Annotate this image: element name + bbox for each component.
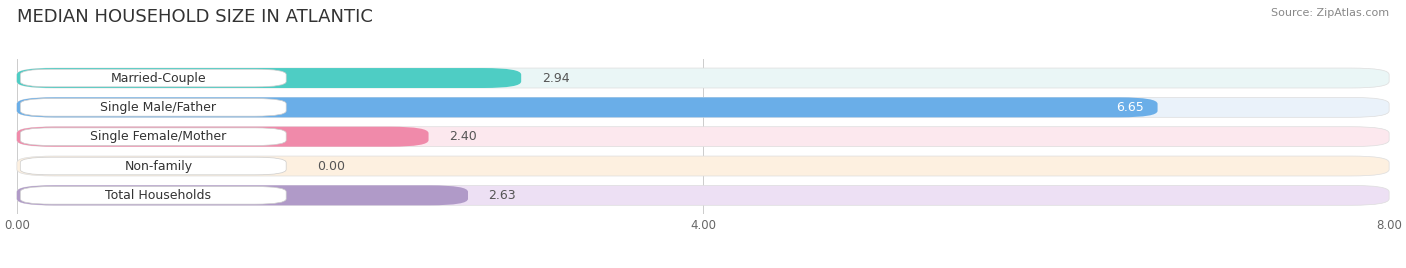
FancyBboxPatch shape [17, 185, 1389, 205]
FancyBboxPatch shape [20, 187, 287, 204]
FancyBboxPatch shape [17, 156, 1389, 176]
FancyBboxPatch shape [17, 97, 1389, 117]
Text: 0.00: 0.00 [318, 159, 344, 173]
FancyBboxPatch shape [17, 185, 468, 205]
Text: Source: ZipAtlas.com: Source: ZipAtlas.com [1271, 8, 1389, 18]
FancyBboxPatch shape [17, 127, 1389, 147]
FancyBboxPatch shape [20, 69, 287, 87]
Text: 6.65: 6.65 [1116, 101, 1144, 114]
Text: MEDIAN HOUSEHOLD SIZE IN ATLANTIC: MEDIAN HOUSEHOLD SIZE IN ATLANTIC [17, 8, 373, 26]
Text: Total Households: Total Households [105, 189, 211, 202]
Text: Single Male/Father: Single Male/Father [100, 101, 217, 114]
FancyBboxPatch shape [17, 97, 1157, 117]
Text: 2.63: 2.63 [489, 189, 516, 202]
FancyBboxPatch shape [17, 127, 429, 147]
Text: Single Female/Mother: Single Female/Mother [90, 130, 226, 143]
FancyBboxPatch shape [20, 157, 287, 175]
FancyBboxPatch shape [20, 128, 287, 146]
FancyBboxPatch shape [20, 99, 287, 116]
Text: Married-Couple: Married-Couple [111, 72, 207, 84]
Text: 2.40: 2.40 [449, 130, 477, 143]
FancyBboxPatch shape [17, 68, 1389, 88]
Text: Non-family: Non-family [124, 159, 193, 173]
Text: 2.94: 2.94 [541, 72, 569, 84]
FancyBboxPatch shape [17, 68, 522, 88]
